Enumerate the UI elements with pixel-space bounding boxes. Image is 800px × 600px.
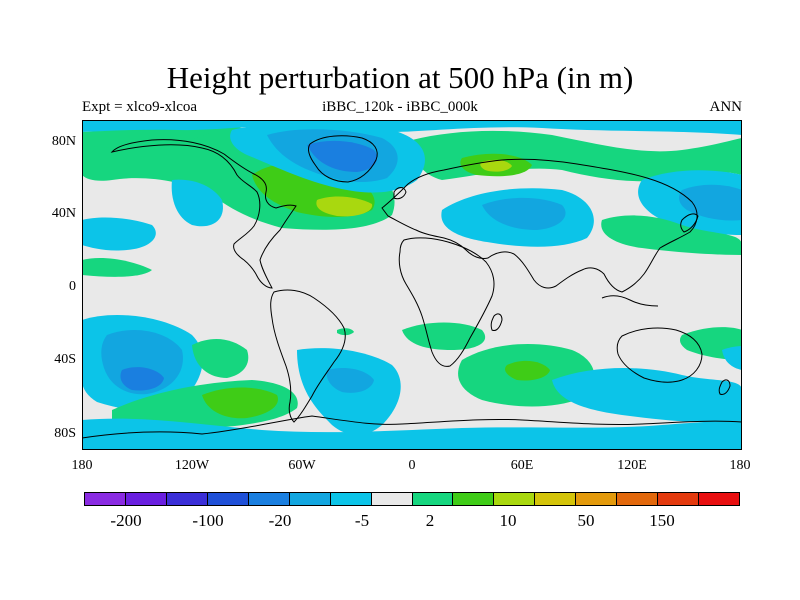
colorbar-label-minus200: -200 xyxy=(110,511,142,530)
colorbar-swatch xyxy=(165,492,208,506)
coastline-madagascar xyxy=(490,313,503,331)
colorbar-label-minus100: -100 xyxy=(192,511,224,530)
colorbar-swatch xyxy=(124,492,167,506)
contour-light-blue-south-indian xyxy=(552,368,742,423)
colorbar-swatch xyxy=(247,492,290,506)
coastline-north-america xyxy=(110,139,297,289)
contour-blue-asia xyxy=(482,197,566,230)
colorbar-label-10: 10 xyxy=(499,511,517,530)
contour-green-south-pacific xyxy=(192,338,249,378)
lat-label-40n: 40N xyxy=(51,206,76,221)
contour-dark-blue-greenland xyxy=(307,140,378,172)
colorbar-label-150: 150 xyxy=(649,511,675,530)
lat-label-80s: 80S xyxy=(54,426,76,441)
coastline-australia xyxy=(616,327,703,383)
colorbar-swatch xyxy=(575,492,618,506)
comparison-label: iBBC_120k - iBBC_000k xyxy=(322,99,478,115)
colorbar-swatch xyxy=(288,492,331,506)
contour-map xyxy=(82,120,742,450)
lon-label-60w: 60W xyxy=(288,458,316,473)
map-title: Height perturbation at 500 hPa (in m) xyxy=(166,60,634,95)
coastline-japan xyxy=(680,213,699,233)
colorbar-swatch xyxy=(206,492,249,506)
colorbar-label-minus20: -20 xyxy=(268,511,292,530)
contour-yellow-eurasia xyxy=(480,159,512,172)
lat-label-0: 0 xyxy=(69,279,76,294)
contour-light-blue-arctic xyxy=(82,120,742,135)
season-label: ANN xyxy=(709,99,743,115)
colorbar-swatch xyxy=(657,492,700,506)
coastline-new-zealand xyxy=(718,379,731,395)
contour-blue-west-pacific xyxy=(679,184,742,221)
lon-label-120w: 120W xyxy=(174,458,210,473)
coastlines xyxy=(82,135,742,439)
lon-label-0: 0 xyxy=(408,458,416,473)
contour-dark-blue-south-pacific xyxy=(120,367,164,391)
coastline-indonesia xyxy=(601,295,659,307)
coastline-antarctica xyxy=(82,415,742,439)
colorbar-swatch xyxy=(411,492,454,506)
contour-bright-green-indian-ocean xyxy=(505,360,550,381)
lon-label-60e: 60E xyxy=(510,458,534,473)
coastline-europe-asia xyxy=(381,158,698,293)
coastline-british-isles xyxy=(393,187,407,200)
colorbar-label-2: 2 xyxy=(425,511,435,530)
colorbar-swatch xyxy=(698,492,740,506)
colorbar-swatch xyxy=(616,492,659,506)
contour-green-east-pacific xyxy=(82,258,152,277)
lon-label-120e: 120E xyxy=(617,458,647,473)
lon-label-180-right: 180 xyxy=(729,458,751,473)
contour-map-svg xyxy=(82,120,742,450)
contour-green-south-africa xyxy=(402,322,486,350)
experiment-label: Expt = xlco9-xlcoa xyxy=(82,99,198,115)
colorbar-swatch xyxy=(329,492,372,506)
contour-green-arctic-west xyxy=(82,129,212,148)
contour-green-south-atlantic-small xyxy=(337,328,354,336)
contour-green-japan xyxy=(601,215,742,255)
contour-bright-green-south-america xyxy=(202,387,278,419)
colorbar-swatch xyxy=(452,492,495,506)
contour-blue-south-atlantic xyxy=(326,368,374,393)
lat-label-40s: 40S xyxy=(54,352,76,367)
colorbar xyxy=(84,492,740,506)
contour-light-blue-north-atlantic xyxy=(171,179,223,227)
lat-label-80n: 80N xyxy=(51,134,76,149)
lon-label-180-left: 180 xyxy=(71,458,93,473)
colorbar-label-50: 50 xyxy=(577,511,595,530)
colorbar-swatch xyxy=(84,492,126,506)
coastline-africa xyxy=(398,237,495,367)
coastline-south-america xyxy=(270,289,346,423)
contour-light-blue-pacific-west xyxy=(82,217,156,251)
colorbar-swatch xyxy=(370,492,413,506)
colorbar-swatch xyxy=(534,492,577,506)
contour-light-blue-west-pacific-south xyxy=(722,346,742,370)
colorbar-swatch xyxy=(493,492,536,506)
contour-light-blue-southern-ocean xyxy=(82,418,742,450)
contour-yellow-atlantic xyxy=(316,196,373,217)
colorbar-label-minus5: -5 xyxy=(354,511,370,530)
map-frame xyxy=(82,120,742,450)
coastline-greenland xyxy=(307,135,378,183)
